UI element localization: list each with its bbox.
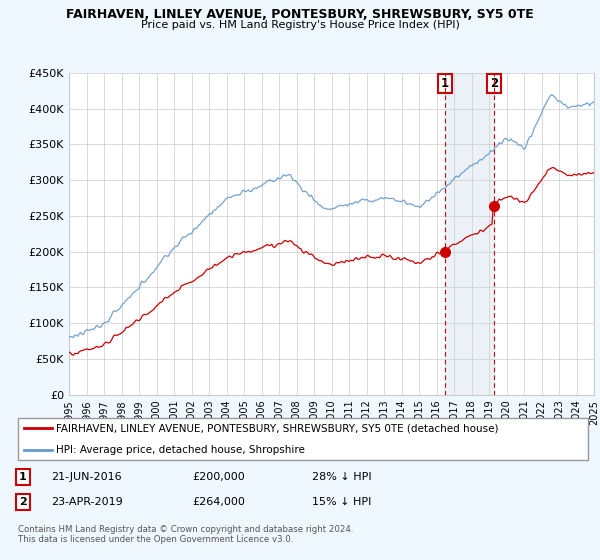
- Text: Contains HM Land Registry data © Crown copyright and database right 2024.
This d: Contains HM Land Registry data © Crown c…: [18, 525, 353, 544]
- Text: 1: 1: [440, 77, 449, 90]
- Text: FAIRHAVEN, LINLEY AVENUE, PONTESBURY, SHREWSBURY, SY5 0TE (detached house): FAIRHAVEN, LINLEY AVENUE, PONTESBURY, SH…: [56, 423, 499, 433]
- Text: £264,000: £264,000: [192, 497, 245, 507]
- Text: 15% ↓ HPI: 15% ↓ HPI: [312, 497, 371, 507]
- Text: HPI: Average price, detached house, Shropshire: HPI: Average price, detached house, Shro…: [56, 445, 305, 455]
- Text: 21-JUN-2016: 21-JUN-2016: [51, 472, 122, 482]
- Text: 2: 2: [490, 77, 498, 90]
- Text: 28% ↓ HPI: 28% ↓ HPI: [312, 472, 371, 482]
- FancyBboxPatch shape: [18, 418, 588, 460]
- Text: 1: 1: [19, 472, 26, 482]
- Bar: [445, 73, 494, 395]
- Text: 23-APR-2019: 23-APR-2019: [51, 497, 123, 507]
- Text: 2: 2: [19, 497, 26, 507]
- Text: Price paid vs. HM Land Registry's House Price Index (HPI): Price paid vs. HM Land Registry's House …: [140, 20, 460, 30]
- Text: FAIRHAVEN, LINLEY AVENUE, PONTESBURY, SHREWSBURY, SY5 0TE: FAIRHAVEN, LINLEY AVENUE, PONTESBURY, SH…: [66, 8, 534, 21]
- Text: £200,000: £200,000: [192, 472, 245, 482]
